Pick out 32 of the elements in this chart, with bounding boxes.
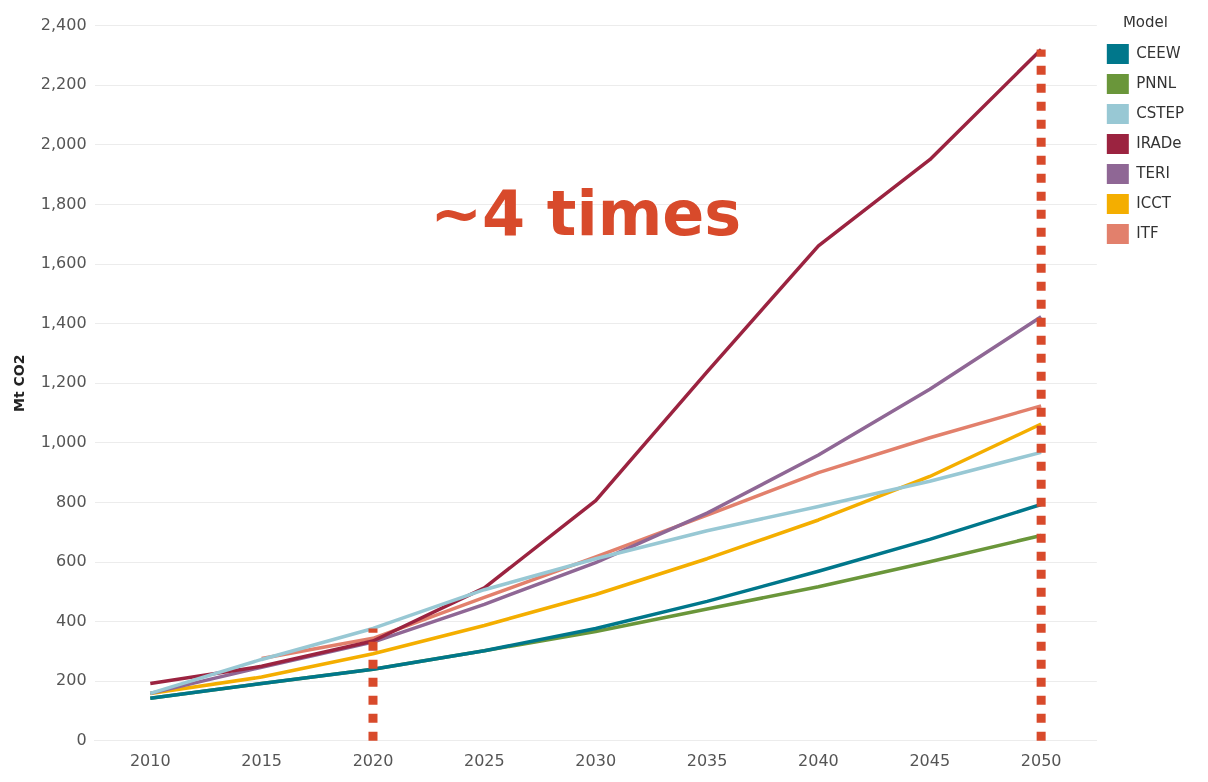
- legend-label: ICCT: [1136, 193, 1172, 212]
- y-tick-label: 0: [76, 729, 87, 749]
- y-tick-label: 1,600: [40, 253, 87, 273]
- annotation: ~4 times: [430, 176, 742, 250]
- y-tick-label: 2,200: [40, 74, 87, 94]
- x-tick-label: 2025: [464, 750, 505, 770]
- x-tick-label: 2050: [1020, 750, 1062, 770]
- x-tick-label: 2010: [129, 750, 171, 770]
- legend-label: TERI: [1135, 163, 1170, 182]
- y-tick-label: 1,400: [40, 312, 87, 332]
- y-tick-label: 800: [56, 491, 87, 511]
- x-tick-label: 2045: [909, 750, 951, 770]
- x-tick-label: 2030: [575, 750, 617, 770]
- legend-label: ITF: [1136, 223, 1159, 242]
- y-tick-label: 1,200: [40, 372, 87, 392]
- legend-title: Model: [1122, 13, 1168, 32]
- x-tick-label: 2040: [798, 750, 839, 770]
- legend-label: IRADe: [1136, 133, 1182, 152]
- y-axis-title: Mt CO2: [11, 354, 28, 412]
- x-tick-label: 2020: [352, 750, 394, 770]
- legend-label: CEEW: [1136, 43, 1181, 62]
- x-tick-label: 2015: [241, 750, 282, 770]
- x-tick-label: 2035: [686, 750, 728, 770]
- y-tick-label: 2,000: [40, 133, 87, 153]
- legend-label: PNNL: [1136, 73, 1177, 92]
- y-tick-label: 400: [56, 610, 87, 630]
- y-tick-label: 200: [56, 670, 87, 690]
- y-tick-label: 1,800: [40, 193, 87, 213]
- y-tick-label: 1,000: [40, 431, 87, 451]
- legend-label: CSTEP: [1136, 103, 1185, 122]
- y-tick-label: 2,400: [40, 14, 87, 34]
- y-tick-label: 600: [56, 551, 87, 571]
